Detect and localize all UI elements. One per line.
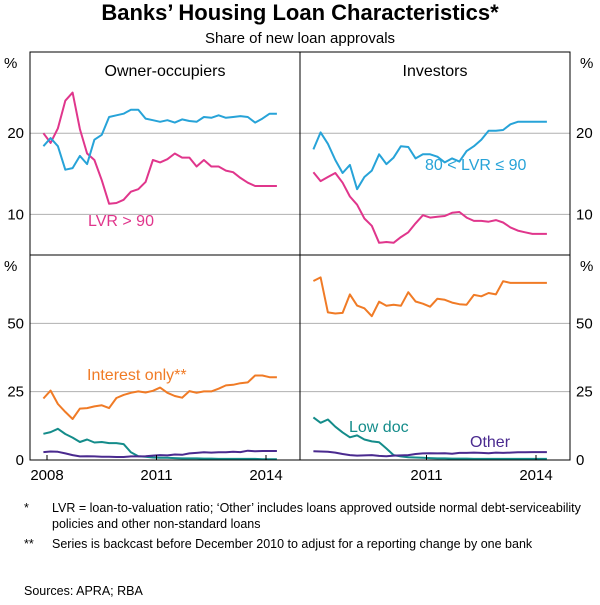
ytick-left-bottom-left-25: 25 xyxy=(7,384,24,401)
series-line-bottom-right-other xyxy=(313,450,547,458)
series-line-bottom-right-low-doc xyxy=(312,416,547,460)
series-label-low-doc: Low doc xyxy=(349,419,409,436)
sources: Sources: APRA; RBA xyxy=(24,584,143,598)
series-line-top-left-lvr-90 xyxy=(42,91,277,205)
xtick-label-bottom-left-2008: 2008 xyxy=(30,467,63,484)
footnote-1-marker: * xyxy=(24,501,29,515)
xtick-label-bottom-right-2011: 2011 xyxy=(410,467,442,484)
series-line-top-right-pink xyxy=(312,171,547,244)
series-label-lvr-90: LVR > 90 xyxy=(88,213,154,230)
series-line-bottom-right-orange xyxy=(312,276,547,318)
footnote-2-text: Series is backcast before December 2010 … xyxy=(52,537,533,551)
unit-left-top-left: % xyxy=(4,55,17,72)
xtick-label-bottom-right-2014: 2014 xyxy=(519,467,552,484)
series-label-interest-only-: Interest only** xyxy=(87,367,187,384)
series-line-bottom-left-teal xyxy=(43,427,277,461)
ytick-right-bottom-right-25: 25 xyxy=(576,384,593,401)
series-line-bottom-left-purple xyxy=(43,449,277,458)
unit-right-top-right: % xyxy=(580,55,593,72)
ytick-right-bottom-right-0: 0 xyxy=(576,452,584,469)
chart-area: 10 20% Owner-occupiers LVR > 90 10 20% Investo… xyxy=(4,51,593,484)
series-line-top-right-80-lvr-90 xyxy=(312,120,547,191)
unit-left-bottom-left: % xyxy=(4,258,17,275)
unit-right-bottom-right: % xyxy=(580,258,593,275)
footnote-1-text: LVR = loan-to-valuation ratio; ‘Other’ i… xyxy=(52,501,581,531)
ytick-right-top-right-20: 20 xyxy=(576,125,593,142)
series-label-other: Other xyxy=(470,434,511,451)
xtick-label-bottom-left-2014: 2014 xyxy=(249,467,282,484)
footnote-2-marker: ** xyxy=(24,537,34,551)
series-label-80-lvr-90: 80 < LVR ≤ 90 xyxy=(425,157,527,174)
footnotes: * LVR = loan-to-valuation ratio; ‘Other’… xyxy=(24,500,584,556)
panel-title-top-left: Owner-occupiers xyxy=(105,63,226,80)
ytick-right-bottom-right-50: 50 xyxy=(576,315,593,332)
series-line-bottom-left-interest-only- xyxy=(42,374,277,420)
ytick-left-top-left-20: 20 xyxy=(7,125,24,142)
footnote-1: * LVR = loan-to-valuation ratio; ‘Other’… xyxy=(24,500,584,532)
series-line-top-left-blue xyxy=(42,108,277,171)
footnote-2: ** Series is backcast before December 20… xyxy=(24,536,584,552)
ytick-left-top-left-10: 10 xyxy=(7,206,24,223)
ytick-left-bottom-left-50: 50 xyxy=(7,315,24,332)
panel-title-top-right: Investors xyxy=(403,63,468,80)
chart-title: Banks’ Housing Loan Characteristics* xyxy=(101,0,499,25)
xtick-label-bottom-left-2011: 2011 xyxy=(140,467,172,484)
chart-subtitle: Share of new loan approvals xyxy=(204,30,396,47)
ytick-left-bottom-left-0: 0 xyxy=(16,452,24,469)
ytick-right-top-right-10: 10 xyxy=(576,206,593,223)
